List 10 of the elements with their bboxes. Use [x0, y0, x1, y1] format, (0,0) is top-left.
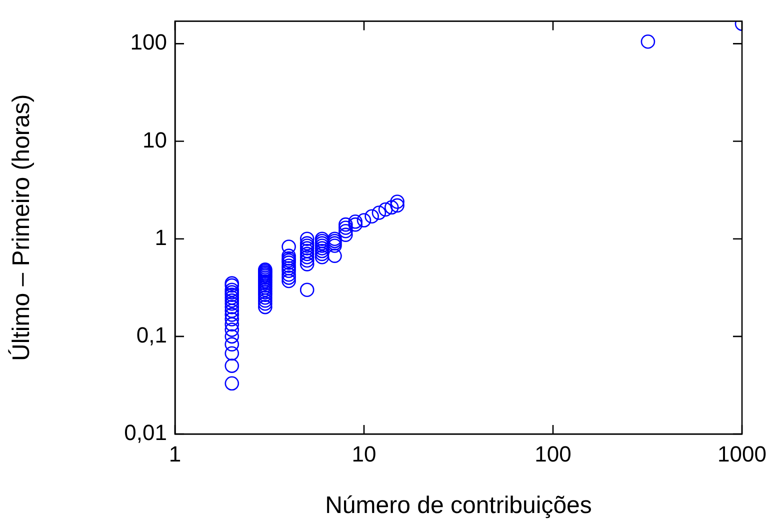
x-tick-label: 10: [352, 441, 376, 466]
x-axis-title: Número de contribuições: [325, 492, 592, 520]
x-tick-label: 1000: [718, 441, 766, 466]
y-tick-label: 100: [130, 30, 167, 55]
y-axis-title: Último – Primeiro (horas): [8, 94, 36, 361]
y-tick-label: 10: [142, 127, 167, 152]
x-tick-label: 100: [534, 441, 572, 466]
y-tick-label: 1: [154, 224, 167, 250]
y-tick-label: 0,1: [136, 322, 167, 348]
y-tick-label: 0,01: [124, 420, 167, 446]
